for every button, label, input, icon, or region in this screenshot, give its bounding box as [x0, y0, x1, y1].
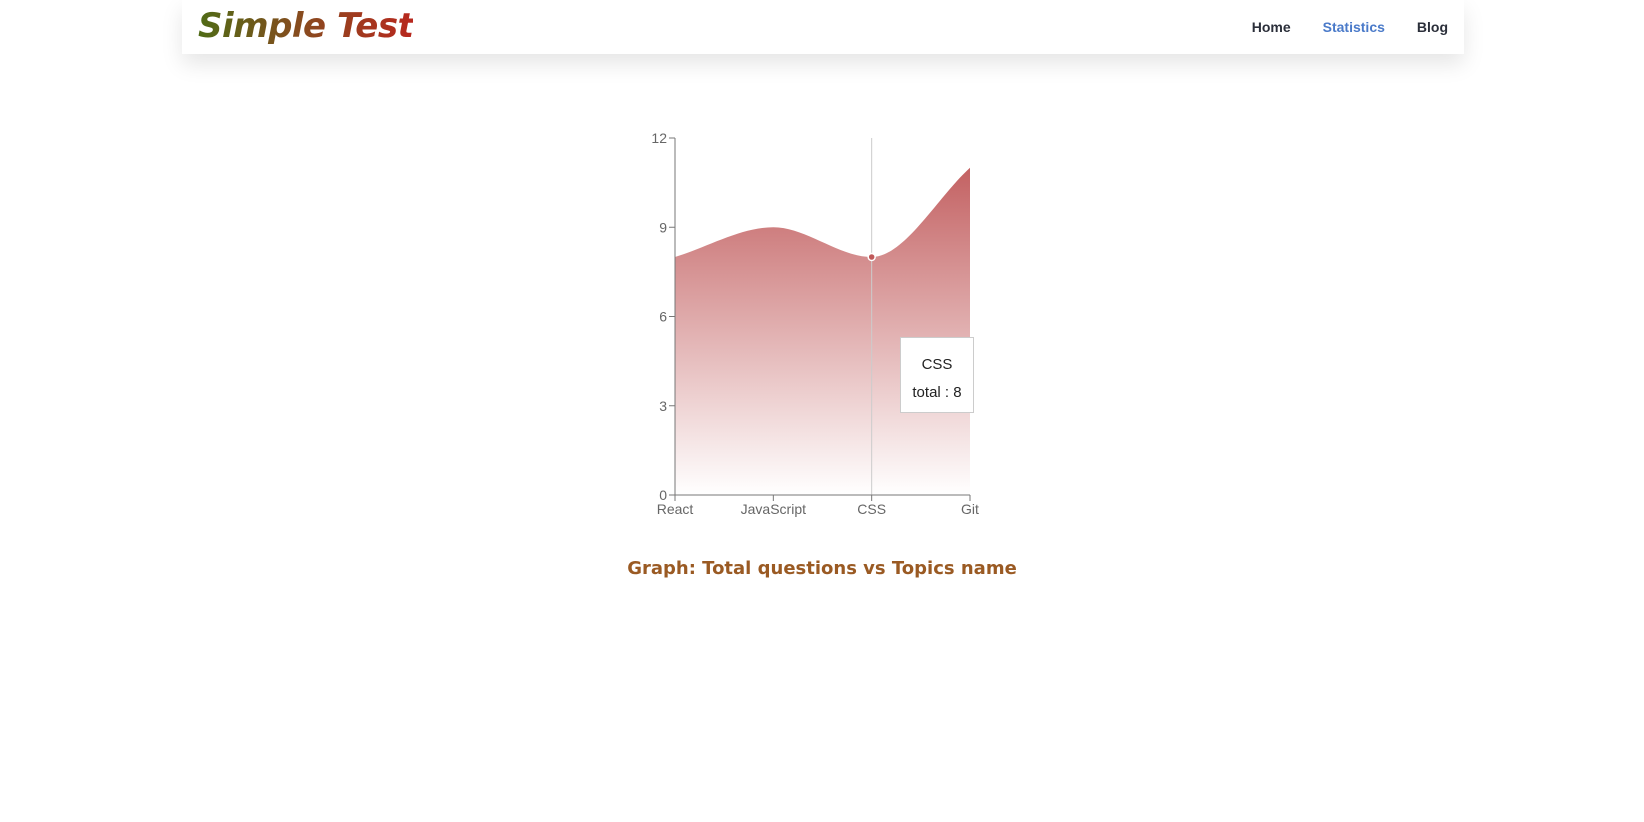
chart-tooltip: CSS total : 8 — [900, 337, 974, 413]
chart-svg[interactable]: 0 3 6 9 12 React JavaScript CSS Git — [640, 130, 1020, 530]
x-tick-label: JavaScript — [741, 501, 806, 517]
area-fill — [675, 167, 970, 495]
brand-logo[interactable]: Simple Test — [198, 0, 414, 53]
y-tick-label: 0 — [659, 487, 667, 503]
top-navbar: Simple Test Home Statistics Blog — [182, 0, 1464, 54]
x-tick-label: Git — [961, 501, 979, 517]
y-tick-label: 9 — [659, 219, 667, 235]
y-tick-label: 3 — [659, 398, 667, 414]
tooltip-category: CSS — [921, 356, 953, 373]
nav-links: Home Statistics Blog — [1252, 19, 1448, 35]
nav-blog-link[interactable]: Blog — [1416, 19, 1448, 35]
active-data-point — [867, 252, 876, 262]
chart-caption: Graph: Total questions vs Topics name — [627, 558, 1017, 579]
tooltip-value: total : 8 — [912, 384, 962, 401]
y-tick-label: 6 — [659, 309, 667, 325]
x-tick-label: React — [657, 501, 694, 517]
area-chart[interactable]: 0 3 6 9 12 React JavaScript CSS Git CSS total : … — [640, 130, 1020, 530]
y-tick-label: 12 — [651, 130, 667, 146]
x-tick-label: CSS — [857, 501, 886, 517]
nav-home-link[interactable]: Home — [1251, 19, 1291, 35]
nav-statistics-link[interactable]: Statistics — [1322, 19, 1385, 35]
